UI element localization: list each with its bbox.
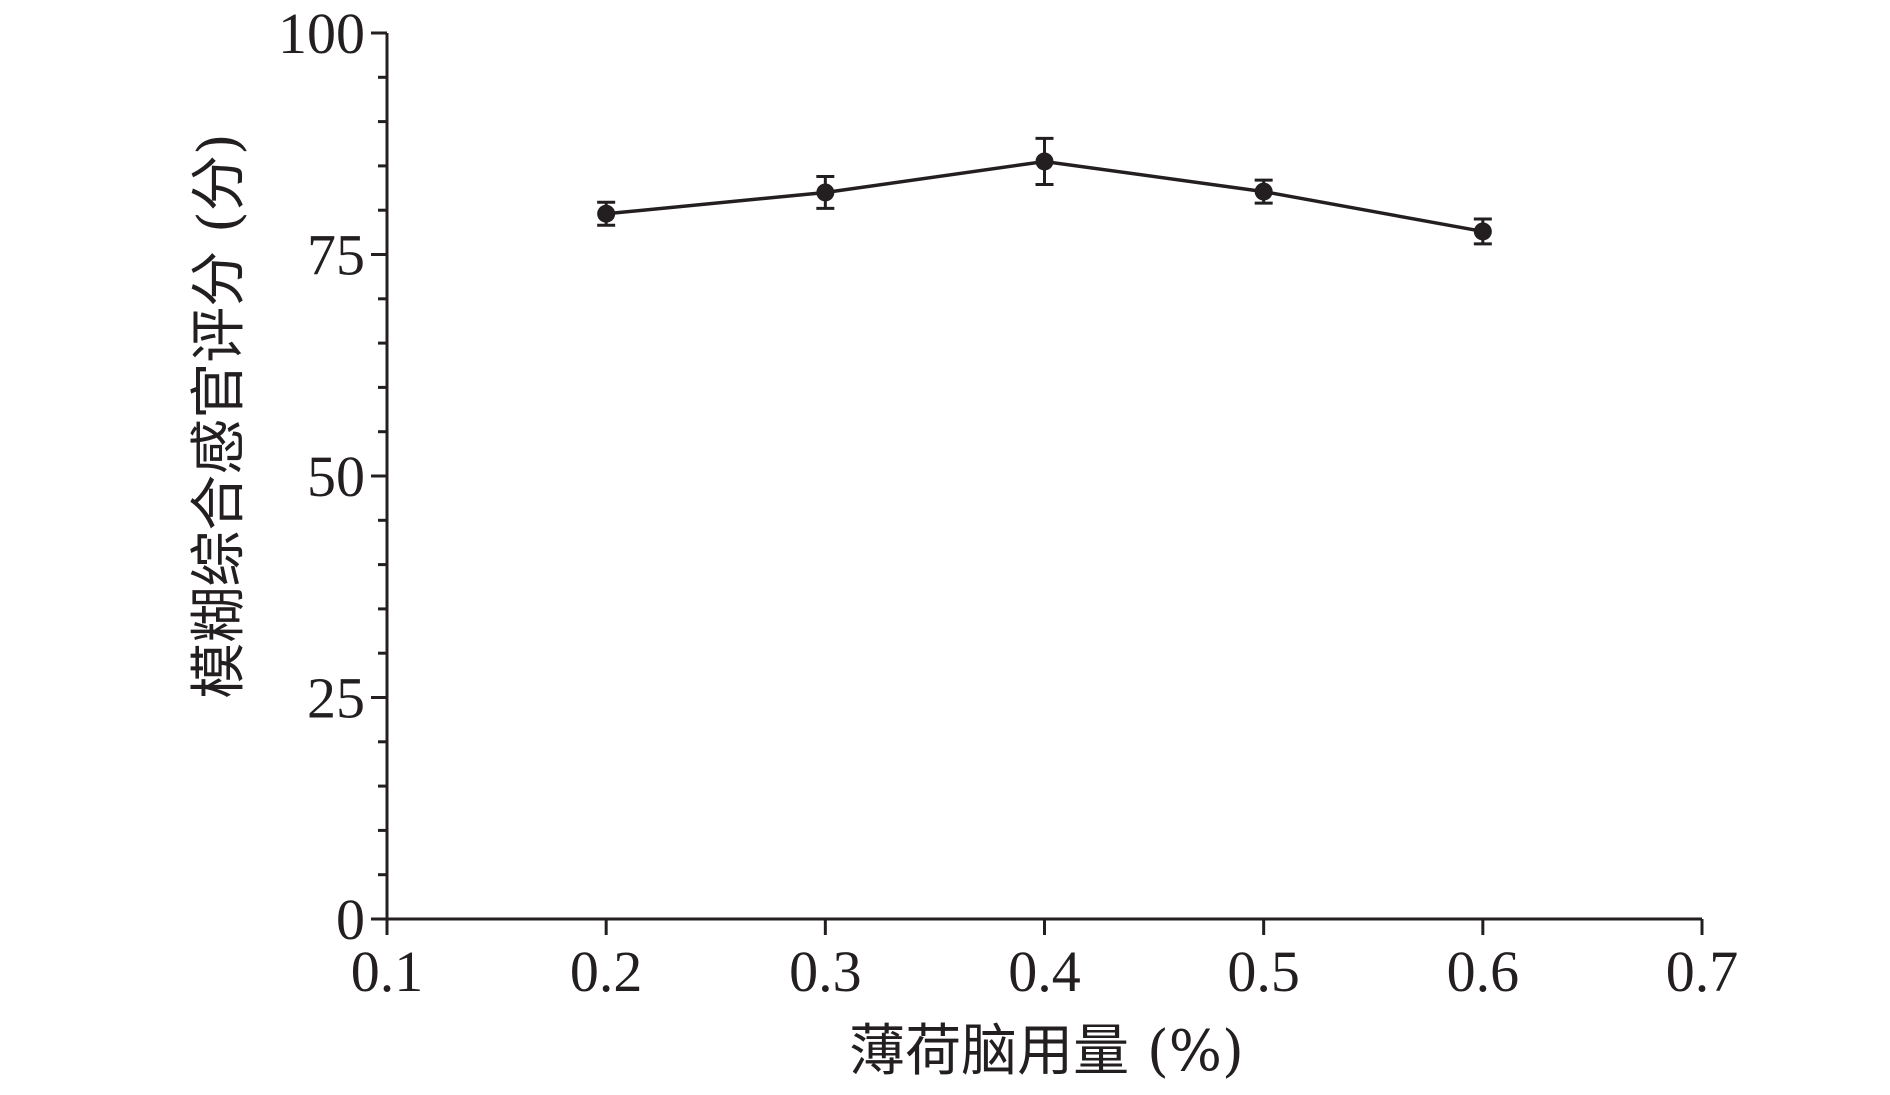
data-point [1473, 222, 1492, 241]
axes: 0 25 50 75 100 0.1 0.2 0.3 0.4 0.5 0.6 0.7 [278, 1, 1738, 1004]
plot-area [597, 136, 1492, 246]
data-point [597, 204, 616, 223]
data-point [816, 183, 835, 202]
data-point [1035, 152, 1054, 171]
x-tick-label: 0.2 [570, 939, 643, 1004]
data-point [1254, 182, 1273, 201]
x-axis-title: 薄荷脑用量 (%) [849, 1019, 1244, 1084]
y-tick-label: 75 [307, 223, 365, 288]
y-tick-label: 100 [278, 1, 365, 66]
x-tick-label: 0.7 [1666, 939, 1739, 1004]
x-tick-label: 0.5 [1227, 939, 1300, 1004]
y-tick-label: 25 [307, 666, 365, 731]
y-tick-label: 50 [307, 444, 365, 509]
y-ticks: 0 25 50 75 100 [278, 1, 387, 952]
y-axis-title: 模糊综合感官评分 (分) [187, 133, 252, 699]
x-tick-label: 0.1 [351, 939, 424, 1004]
x-ticks: 0.1 0.2 0.3 0.4 0.5 0.6 0.7 [351, 919, 1739, 1004]
x-tick-label: 0.6 [1447, 939, 1520, 1004]
x-tick-label: 0.4 [1008, 939, 1081, 1004]
y-tick-label: 0 [336, 887, 365, 952]
x-tick-label: 0.3 [789, 939, 862, 1004]
